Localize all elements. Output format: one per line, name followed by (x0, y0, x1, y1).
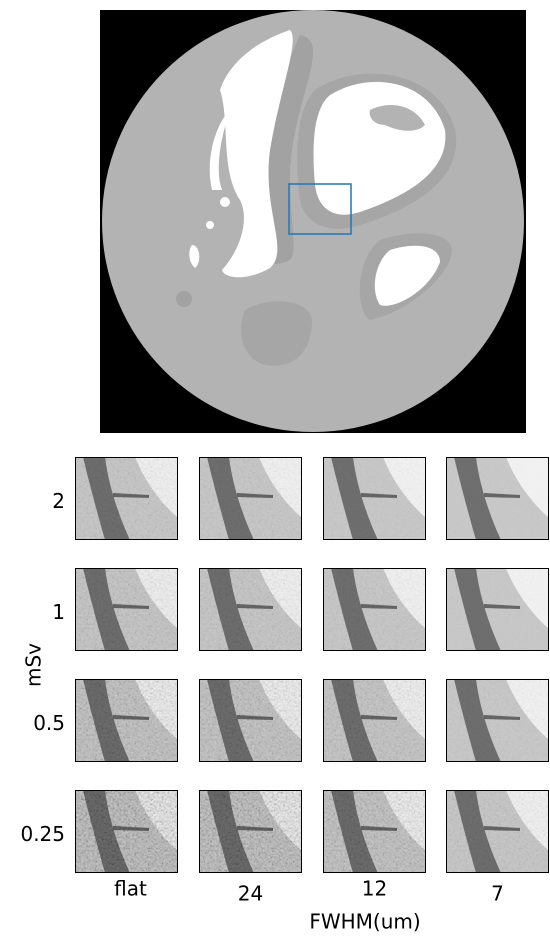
noise (75, 679, 178, 762)
thumbnail-content (446, 568, 549, 651)
column-label: 12 (362, 877, 387, 901)
noise (446, 790, 549, 873)
noise (446, 457, 549, 540)
thumbnail-content (75, 679, 178, 762)
thumbnail (323, 790, 426, 873)
thumbnail (446, 568, 549, 651)
thumbnail (199, 457, 302, 540)
thumbnail (446, 790, 549, 873)
row-label: 0.25 (20, 822, 65, 846)
thumbnail-frame (199, 568, 302, 651)
noise (323, 790, 426, 873)
noise (199, 457, 302, 540)
thumbnail-frame (323, 790, 426, 873)
thumbnail-content (75, 568, 178, 651)
thumbnail (75, 679, 178, 762)
thumbnail-frame (75, 568, 178, 651)
thumbnail-frame (323, 457, 426, 540)
thumbnail (199, 790, 302, 873)
thumbnail-frame (199, 457, 302, 540)
thumbnail (323, 679, 426, 762)
noise (75, 457, 178, 540)
noise (446, 568, 549, 651)
thumbnail-content (199, 457, 302, 540)
noise (323, 457, 426, 540)
column-label: flat (114, 877, 147, 901)
thumbnail-content (199, 568, 302, 651)
thumbnail-frame (446, 457, 549, 540)
thumbnail-content (446, 790, 549, 873)
thumbnail-frame (199, 790, 302, 873)
thumbnail-frame (446, 790, 549, 873)
thumbnail-content (323, 790, 426, 873)
thumbnail-content (323, 457, 426, 540)
thumbnail-frame (446, 679, 549, 762)
thumbnail (75, 568, 178, 651)
thumbnail (199, 568, 302, 651)
thumbnail-content (323, 679, 426, 762)
thumbnail-grid (75, 457, 549, 873)
thumbnail-content (446, 679, 549, 762)
thumbnail-content (75, 457, 178, 540)
row-label: 0.5 (33, 711, 65, 735)
thumbnail-content (75, 790, 178, 873)
thumbnail-frame (75, 457, 178, 540)
noise (75, 790, 178, 873)
thumbnail-frame (323, 679, 426, 762)
thumbnail (323, 457, 426, 540)
thumbnail-content (199, 679, 302, 762)
thumbnail-content (323, 568, 426, 651)
noise (199, 568, 302, 651)
x-axis-label: FWHM(um) (309, 910, 420, 934)
y-axis-label: mSv (22, 643, 46, 687)
thumbnail (446, 457, 549, 540)
thumbnail-content (446, 457, 549, 540)
thumbnail-frame (199, 679, 302, 762)
thumbnail-content (199, 790, 302, 873)
thumbnail-frame (75, 790, 178, 873)
noise (75, 568, 178, 651)
noise (323, 568, 426, 651)
noise (446, 679, 549, 762)
noise (199, 790, 302, 873)
thumbnail (199, 679, 302, 762)
row-label: 2 (52, 489, 65, 513)
column-label: 24 (238, 882, 263, 906)
noise (199, 679, 302, 762)
column-label: 7 (491, 882, 504, 906)
thumbnail-frame (446, 568, 549, 651)
thumbnail (75, 790, 178, 873)
thumbnail-frame (75, 679, 178, 762)
thumbnail (323, 568, 426, 651)
noise (323, 679, 426, 762)
thumbnail-frame (323, 568, 426, 651)
row-label: 1 (52, 600, 65, 624)
phantom-image (100, 10, 526, 433)
thumbnail (446, 679, 549, 762)
thumbnail (75, 457, 178, 540)
zoom-box (288, 183, 352, 235)
